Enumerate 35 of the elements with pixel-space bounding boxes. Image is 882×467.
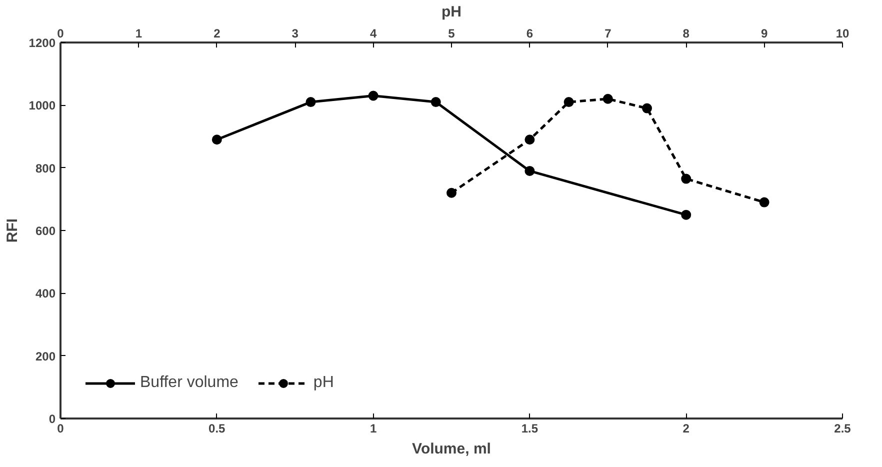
y-tick-label: 400 [35, 286, 56, 301]
x2-tick-label: 0 [57, 26, 64, 40]
point [524, 166, 535, 176]
y-tick-label: 1000 [28, 98, 56, 113]
x2-tick-label: 7 [604, 26, 612, 40]
legend-label: pH [313, 374, 334, 392]
x2-tick-label: 3 [292, 26, 299, 40]
x2-tick-label: 1 [135, 26, 142, 40]
x2-tick-label: 10 [836, 26, 850, 40]
x2-tick-label: 6 [526, 26, 534, 40]
y-tick-label: 0 [48, 412, 56, 426]
x-tick-label: 2.5 [834, 422, 852, 436]
point [212, 134, 222, 145]
y-tick-label: 600 [35, 224, 56, 238]
x2-tick-label: 4 [370, 26, 377, 40]
x-tick-label: 0 [57, 422, 64, 436]
y-tick-label: 1200 [28, 36, 56, 50]
legend-label: Buffer volume [140, 374, 238, 392]
x-tick-label: 0.5 [208, 422, 226, 436]
x2-tick-label: 8 [682, 26, 690, 40]
point [681, 210, 692, 220]
point [368, 90, 378, 101]
x-axis-title: Volume, ml [412, 440, 491, 458]
y-tick-label: 800 [35, 161, 56, 176]
point [306, 97, 316, 108]
point [430, 97, 441, 108]
x2-tick-label: 5 [448, 26, 456, 40]
x2-tick-label: 2 [214, 26, 221, 40]
x-tick-label: 1.5 [521, 422, 538, 436]
x2-axis-title: pH [442, 4, 462, 20]
y-axis-title: RFI [4, 218, 21, 243]
x-tick-label: 2 [682, 422, 690, 436]
x2-tick-label: 9 [760, 26, 768, 40]
y-tick-label: 200 [35, 349, 56, 364]
x-tick-label: 1 [370, 422, 377, 436]
